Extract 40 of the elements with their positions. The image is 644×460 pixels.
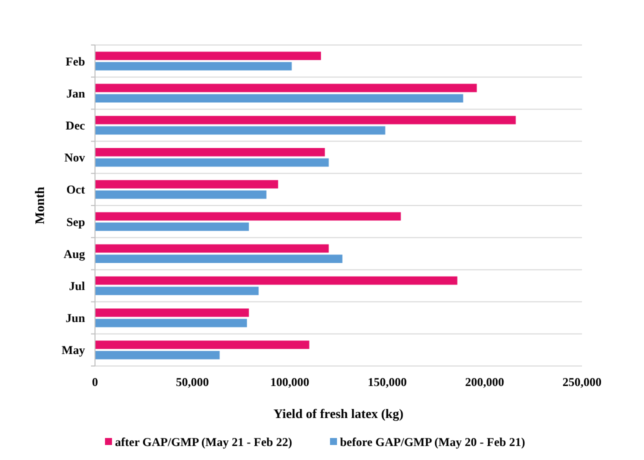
legend-label: after GAP/GMP (May 21 - Feb 22) (115, 435, 292, 449)
bar (95, 94, 464, 102)
bar (95, 244, 329, 253)
bar (95, 340, 310, 349)
x-tick-label: 250,000 (562, 375, 602, 389)
bar (95, 190, 266, 199)
bar (95, 254, 342, 263)
bar (95, 212, 401, 221)
y-tick-label: Sep (66, 214, 86, 229)
x-tick-label: 150,000 (368, 375, 407, 389)
x-tick-label: 0 (92, 375, 98, 389)
y-tick-label: Nov (64, 150, 85, 165)
bar (95, 318, 247, 328)
bar (95, 52, 321, 60)
bar (95, 84, 477, 92)
x-tick-label: 200,000 (465, 375, 504, 389)
y-tick-label: Feb (66, 54, 86, 68)
y-tick-label: Jul (68, 278, 86, 293)
y-tick-label: Aug (64, 246, 85, 261)
y-tick-label: Jan (66, 86, 86, 100)
bar (95, 286, 259, 296)
x-axis-title: Yield of fresh latex (kg) (274, 406, 404, 421)
y-tick-label: May (62, 343, 85, 358)
bar (95, 180, 278, 188)
bar (95, 350, 220, 360)
bar (95, 158, 329, 167)
y-axis-title: Month (32, 186, 47, 224)
bar (95, 116, 516, 124)
bar (95, 126, 386, 135)
x-tick-label: 50,000 (176, 375, 209, 389)
x-tick-label: 100,000 (270, 375, 310, 389)
y-tick-label: Jun (66, 311, 86, 326)
bar (95, 308, 249, 317)
bar (95, 62, 292, 70)
y-tick-label: Dec (66, 118, 86, 132)
bar (95, 148, 325, 156)
legend-label: before GAP/GMP (May 20 - Feb 21) (340, 435, 526, 449)
bar (95, 276, 458, 285)
bar (95, 222, 249, 231)
y-tick-label: Oct (66, 182, 86, 197)
